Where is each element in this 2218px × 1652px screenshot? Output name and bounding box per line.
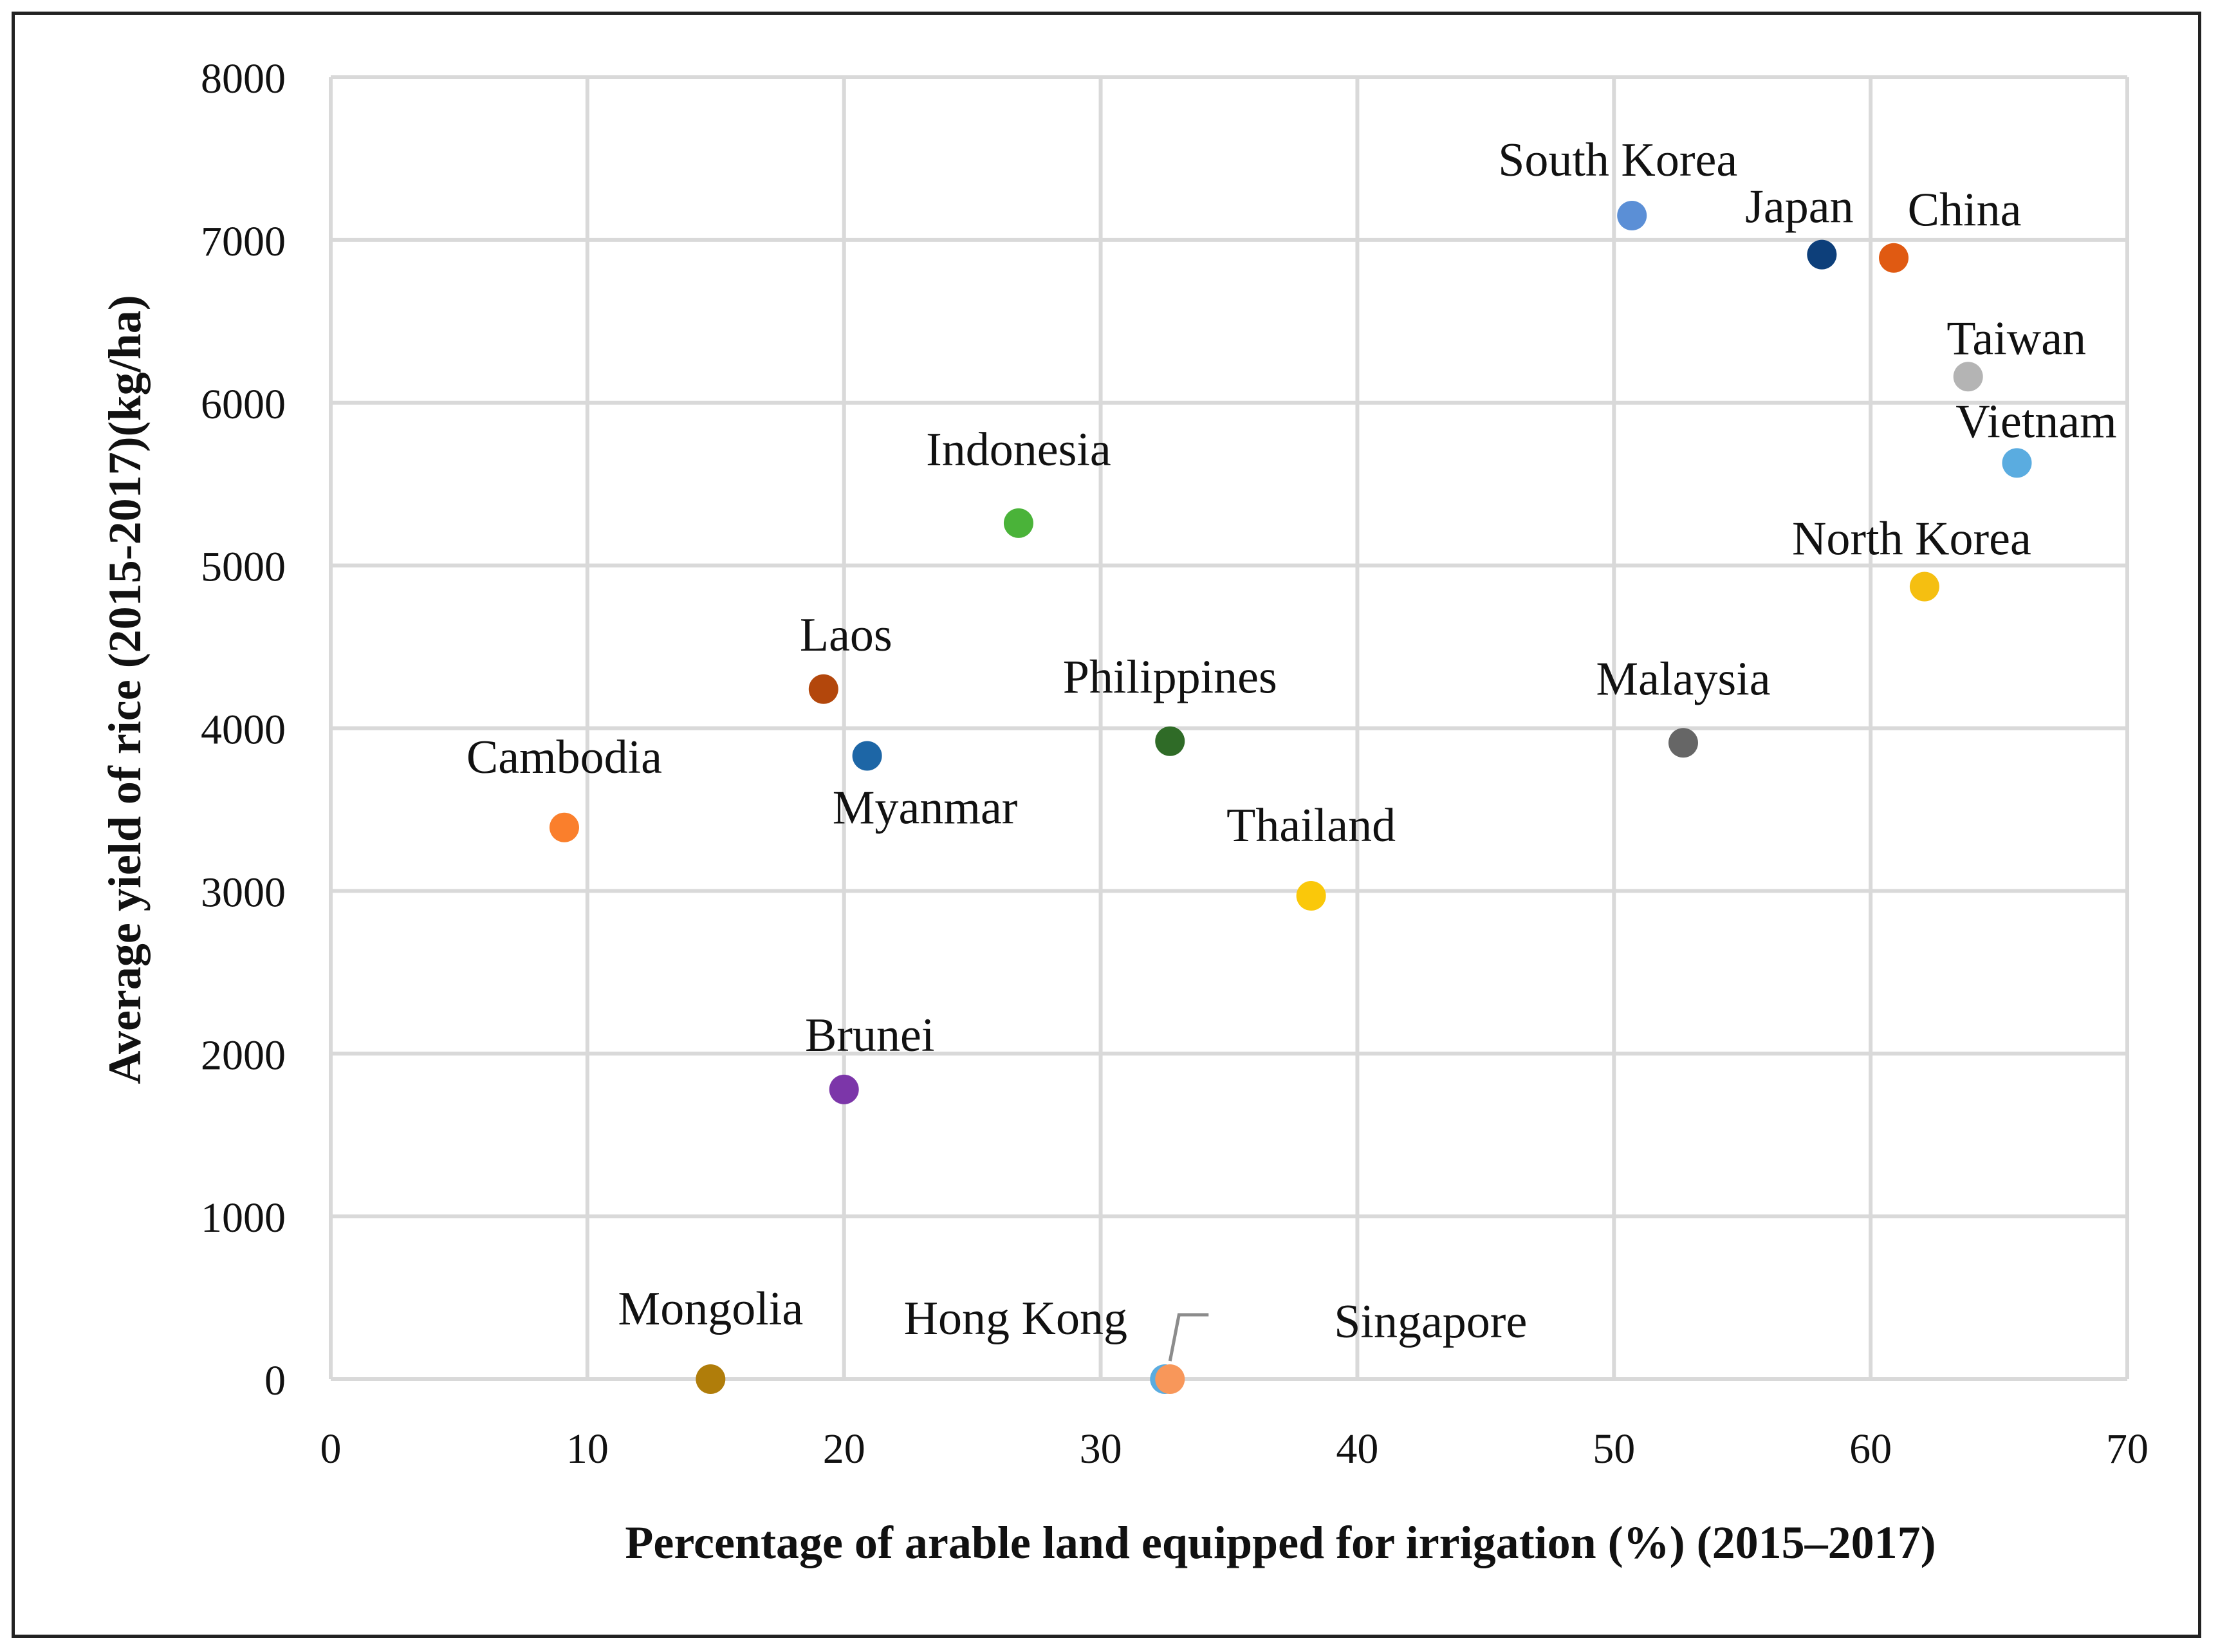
x-tick-label: 20	[823, 1425, 865, 1472]
label-china: China	[1908, 184, 2022, 237]
y-tick-label: 5000	[201, 544, 286, 591]
x-tick-label: 50	[1593, 1425, 1635, 1472]
label-mongolia: Mongolia	[618, 1283, 803, 1335]
leader-line-layer	[1168, 1313, 1209, 1362]
label-laos: Laos	[800, 609, 892, 662]
point-north-korea	[1909, 571, 1939, 602]
grid-layer	[329, 75, 2129, 1381]
label-malaysia: Malaysia	[1596, 653, 1770, 705]
y-tick-label: 6000	[201, 381, 286, 428]
label-brunei: Brunei	[805, 1009, 934, 1062]
y-axis-title: Average yield of rice (2015-2017)(kg/ha)	[99, 295, 151, 1084]
label-north-korea: North Korea	[1792, 512, 2031, 565]
label-south-korea: South Korea	[1498, 134, 1737, 187]
y-tick-label: 8000	[201, 55, 286, 102]
label-singapore: Singapore	[1334, 1295, 1527, 1348]
point-myanmar	[852, 741, 882, 771]
y-tick-label: 2000	[201, 1032, 286, 1079]
x-tick-label: 10	[566, 1425, 609, 1472]
label-thailand: Thailand	[1226, 799, 1396, 852]
label-taiwan: Taiwan	[1946, 312, 2086, 365]
y-tick-label: 3000	[201, 869, 286, 916]
x-tick-label: 0	[320, 1425, 342, 1472]
x-tick-label: 30	[1080, 1425, 1122, 1472]
point-indonesia	[1003, 508, 1033, 538]
label-cambodia: Cambodia	[467, 731, 662, 784]
point-cambodia	[549, 812, 579, 842]
point-laos	[808, 674, 838, 704]
point-thailand	[1296, 880, 1326, 911]
point-brunei	[829, 1074, 859, 1104]
point-vietnam	[2002, 448, 2032, 478]
x-tick-label: 60	[1849, 1425, 1892, 1472]
label-vietnam: Vietnam	[1955, 395, 2116, 448]
point-mongolia	[696, 1364, 726, 1394]
y-tick-label: 1000	[201, 1194, 286, 1241]
y-tick-label: 4000	[201, 707, 286, 754]
label-myanmar: Myanmar	[833, 781, 1018, 834]
point-taiwan	[1953, 362, 1983, 392]
scatter-chart: 0 10 20 30 40 50 60 70 0 1000 2000 3000 4000 5000 6000…	[99, 55, 2149, 1568]
point-philippines	[1155, 726, 1185, 756]
y-tick-label: 7000	[201, 218, 286, 265]
singapore-leader-line	[1168, 1313, 1209, 1362]
data-point-layer	[549, 200, 2032, 1394]
x-axis-title: Percentage of arable land equipped for i…	[625, 1517, 1936, 1568]
label-hong-kong: Hong Kong	[904, 1292, 1127, 1345]
label-indonesia: Indonesia	[926, 423, 1111, 476]
y-tick-label: 0	[264, 1357, 286, 1404]
tick-label-layer: 0 10 20 30 40 50 60 70 0 1000 2000 3000 4000 5000 6000…	[201, 55, 2149, 1472]
point-china	[1879, 243, 1909, 273]
x-tick-label: 70	[2106, 1425, 2149, 1472]
point-singapore	[1155, 1364, 1185, 1394]
point-malaysia	[1668, 728, 1698, 758]
label-philippines: Philippines	[1063, 651, 1277, 704]
label-japan: Japan	[1745, 181, 1854, 234]
point-japan	[1807, 239, 1837, 270]
chart-frame: 0 10 20 30 40 50 60 70 0 1000 2000 3000 4000 5000 6000…	[12, 12, 2201, 1638]
point-south-korea	[1617, 200, 1647, 230]
x-tick-label: 40	[1336, 1425, 1378, 1472]
